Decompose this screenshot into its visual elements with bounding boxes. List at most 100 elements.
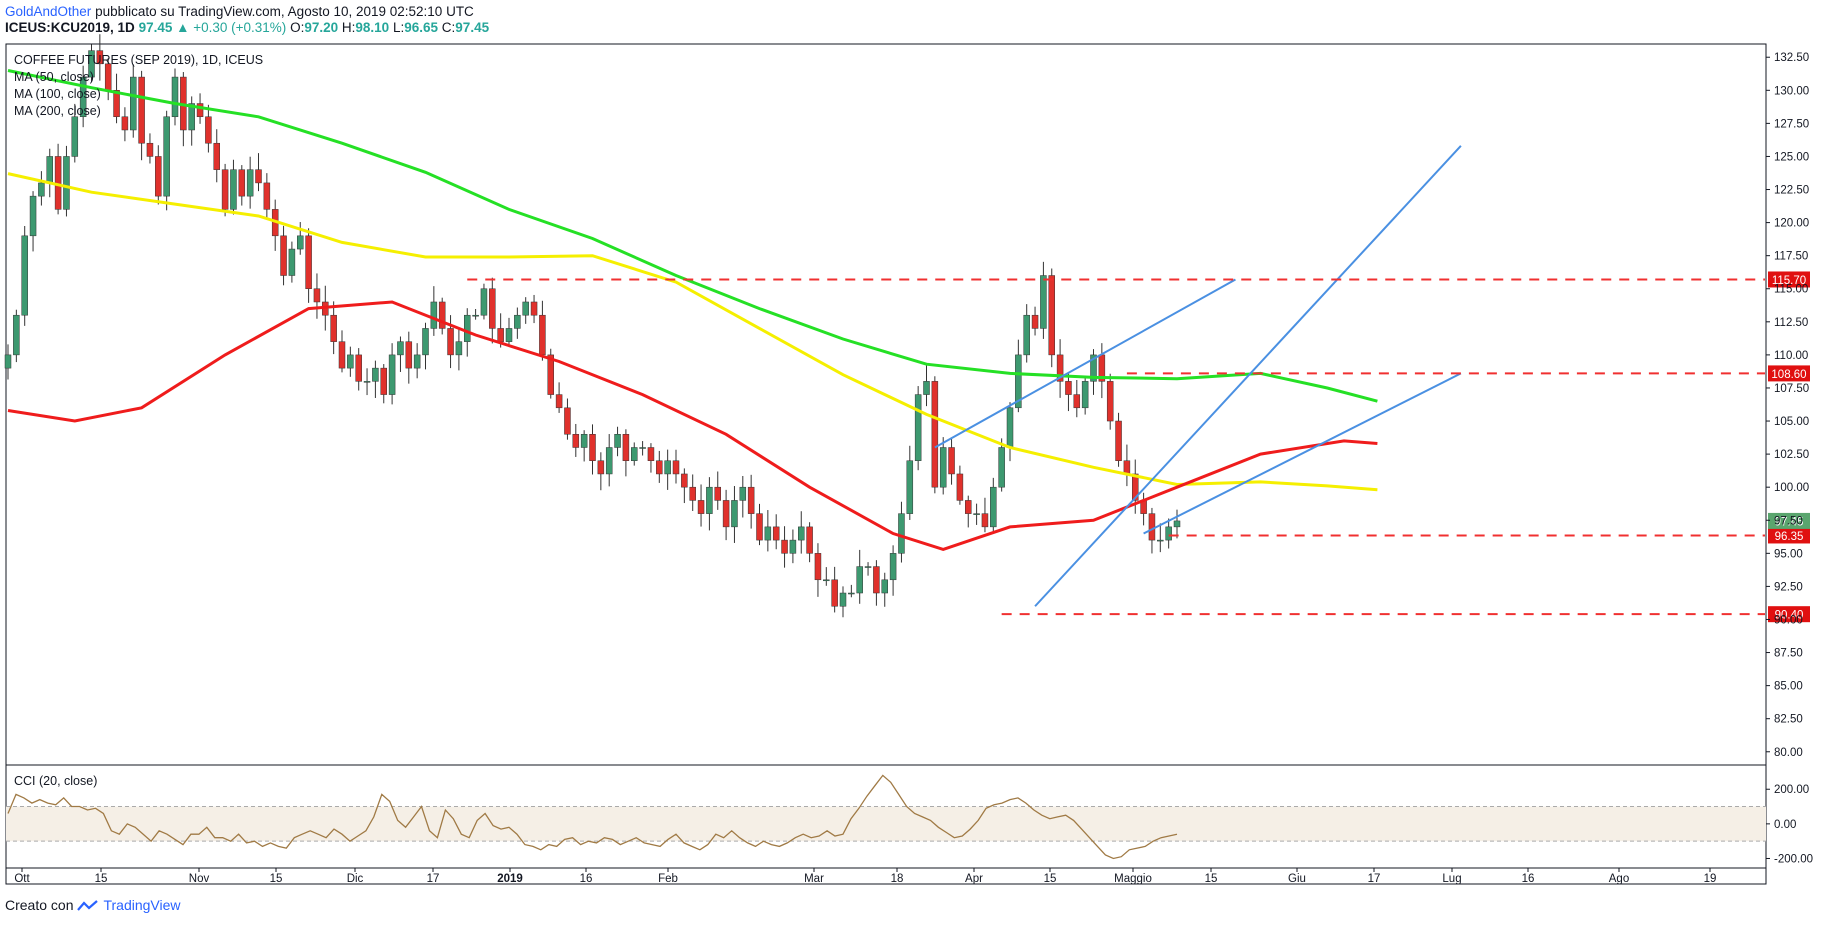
candle-body (188, 103, 195, 131)
author-link[interactable]: GoldAndOther (5, 4, 92, 19)
time-tick-label: 16 (580, 873, 593, 885)
candle (422, 322, 429, 370)
candle-body (29, 195, 37, 237)
candle (881, 572, 888, 607)
candle (480, 283, 488, 320)
candle-body (965, 500, 972, 514)
candle (29, 191, 37, 252)
candle-body (104, 63, 112, 91)
candle (213, 129, 220, 183)
horizontal-levels[interactable]: 115.70 108.60 96.35 90.40 97.45 (467, 271, 1810, 623)
chart-canvas[interactable]: 115.70 108.60 96.35 90.40 97.45 132.50 130.00… (0, 0, 1828, 886)
price-tick-label: 117.50 (1774, 251, 1808, 263)
candle-body (873, 566, 880, 594)
candle (1140, 492, 1147, 526)
candle-body (196, 103, 204, 118)
candle-body (622, 434, 630, 461)
candle (405, 331, 413, 384)
candle (931, 376, 939, 494)
symbol-label: ICEUS:KCU2019, 1D (5, 20, 135, 35)
candle-body (706, 486, 713, 514)
time-tick-label: Dic (347, 873, 364, 885)
candle (1031, 306, 1039, 336)
candle-body (347, 354, 354, 369)
price-tick-label: 105.00 (1774, 416, 1809, 428)
candle (363, 368, 371, 396)
candle-body (413, 354, 421, 369)
candle (1173, 509, 1181, 539)
candle (514, 307, 521, 339)
trendlines[interactable] (934, 145, 1462, 607)
candle (823, 567, 830, 586)
publish-line: GoldAndOther pubblicato su TradingView.c… (5, 4, 1805, 20)
time-tick-label: 19 (1704, 873, 1717, 885)
candle (230, 159, 237, 215)
ma50-line (7, 300, 1378, 551)
time-axis[interactable]: Ott 15 Nov 15 Dic 17 2019 16 Feb Mar 18 Apr 15 Maggio… (14, 868, 1716, 885)
candle-body (1023, 314, 1030, 356)
candle-body (1106, 381, 1114, 422)
candle-body (798, 526, 805, 541)
candle (355, 348, 362, 391)
candle-body (305, 235, 312, 289)
last-price-text: 97.45 (1775, 516, 1804, 528)
time-tick-label: Lug (1442, 873, 1461, 885)
created-with-label: Creato con (5, 897, 74, 913)
level-tag-text: 96.35 (1775, 531, 1804, 543)
candle-body (313, 288, 321, 303)
candle-body (1090, 354, 1097, 382)
candle-body (130, 76, 137, 131)
time-tick-label: 16 (1522, 873, 1535, 885)
candle-body (79, 76, 87, 118)
candle-body (831, 579, 838, 607)
candle (1115, 412, 1122, 467)
price-axis[interactable]: 132.50 130.00 127.50 125.00 122.50 120.00 117.… (1766, 52, 1813, 865)
candle (188, 96, 195, 146)
time-tick-label: Maggio (1114, 873, 1152, 885)
candle-body (906, 460, 914, 514)
trendline (1034, 145, 1462, 607)
candle-body (1056, 354, 1064, 382)
candle (981, 497, 989, 533)
candle-body (856, 566, 863, 594)
candle-body (756, 513, 763, 541)
candle-body (547, 354, 554, 395)
candle-body (338, 341, 346, 369)
candle-body (881, 579, 888, 594)
time-tick-label: Apr (965, 873, 983, 885)
cci-band (6, 806, 1766, 842)
candle-body (981, 513, 989, 528)
candle-body (4, 354, 12, 369)
candle (288, 241, 296, 283)
candle-body (914, 394, 922, 461)
candle (605, 434, 613, 487)
candle (1123, 444, 1131, 487)
candle-body (497, 328, 504, 342)
candle (455, 328, 463, 371)
candle (831, 566, 838, 613)
candle (1090, 349, 1097, 395)
candle-body (998, 447, 1005, 488)
candle (180, 72, 187, 147)
candle (1081, 376, 1089, 415)
candle (1040, 261, 1047, 339)
tradingview-link[interactable]: TradingView (103, 897, 181, 913)
candle-body (21, 235, 28, 316)
time-tick-label: Ott (14, 873, 30, 885)
candle (71, 103, 79, 163)
last-price: 97.45 (138, 20, 173, 35)
candle-body (380, 367, 387, 395)
candle (305, 228, 312, 303)
candle (263, 173, 271, 220)
candles (4, 34, 1181, 618)
candle (505, 317, 513, 347)
candle (681, 468, 688, 504)
candle (756, 503, 763, 546)
candle (246, 156, 254, 209)
cci-path (7, 774, 1178, 860)
price-tick-label: 82.50 (1774, 714, 1803, 726)
candle (589, 424, 596, 475)
level-tag (1768, 365, 1810, 382)
candle (13, 309, 20, 363)
candle (764, 510, 772, 552)
